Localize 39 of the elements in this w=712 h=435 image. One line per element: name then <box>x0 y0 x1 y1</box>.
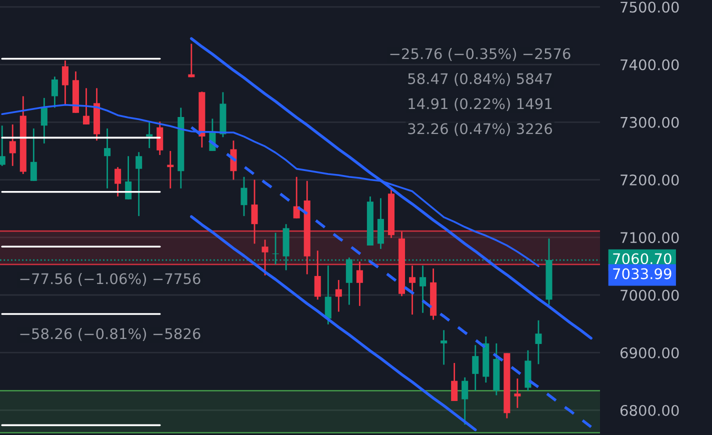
candlestick <box>462 376 468 426</box>
annotation: 32.26 (0.47%) 3226 <box>408 122 552 136</box>
candlestick <box>451 362 458 402</box>
candlestick <box>51 76 58 108</box>
candlestick <box>156 120 164 156</box>
candlestick <box>535 320 542 365</box>
y-tick-label: 6900.00 <box>620 347 679 358</box>
candlestick <box>0 124 6 167</box>
candlestick <box>104 128 111 190</box>
candlestick <box>293 176 300 220</box>
y-tick-label: 7000.00 <box>620 290 679 301</box>
candlestick <box>335 279 342 312</box>
candlestick <box>136 151 142 217</box>
candlestick <box>114 166 122 198</box>
y-tick-label: 7500.00 <box>620 2 679 13</box>
candlestick <box>146 120 153 149</box>
candlestick <box>40 97 48 144</box>
candlestick <box>82 87 90 126</box>
annotation: 14.91 (0.22%) 1491 <box>408 98 552 111</box>
annotation: 58.47 (0.84%) 5847 <box>408 72 552 86</box>
y-tick-label: 7300.00 <box>620 116 679 128</box>
candlestick <box>240 176 248 217</box>
annotation: −77.56 (−1.06%) −7756 <box>20 272 200 286</box>
annotation: −58.26 (−0.81%) −5826 <box>20 328 200 341</box>
ref-line-label: 7060.70 <box>613 253 672 264</box>
y-tick-label: 7400.00 <box>620 59 679 70</box>
candlestick <box>324 264 332 326</box>
candlestick <box>30 128 37 182</box>
y-tick-label: 6800.00 <box>620 404 679 416</box>
candlestick <box>472 344 479 392</box>
y-tick-label: 7200.00 <box>620 174 679 186</box>
annotation: −25.76 (−0.35%) −2576 <box>390 48 570 61</box>
candlestick <box>514 378 521 409</box>
y-tick-label: 7100.00 <box>620 232 679 244</box>
candlestick <box>440 329 448 366</box>
text: 7033.99 <box>613 268 672 280</box>
candlestick <box>9 124 16 167</box>
candlestick <box>420 264 426 314</box>
candlestick <box>62 60 68 106</box>
